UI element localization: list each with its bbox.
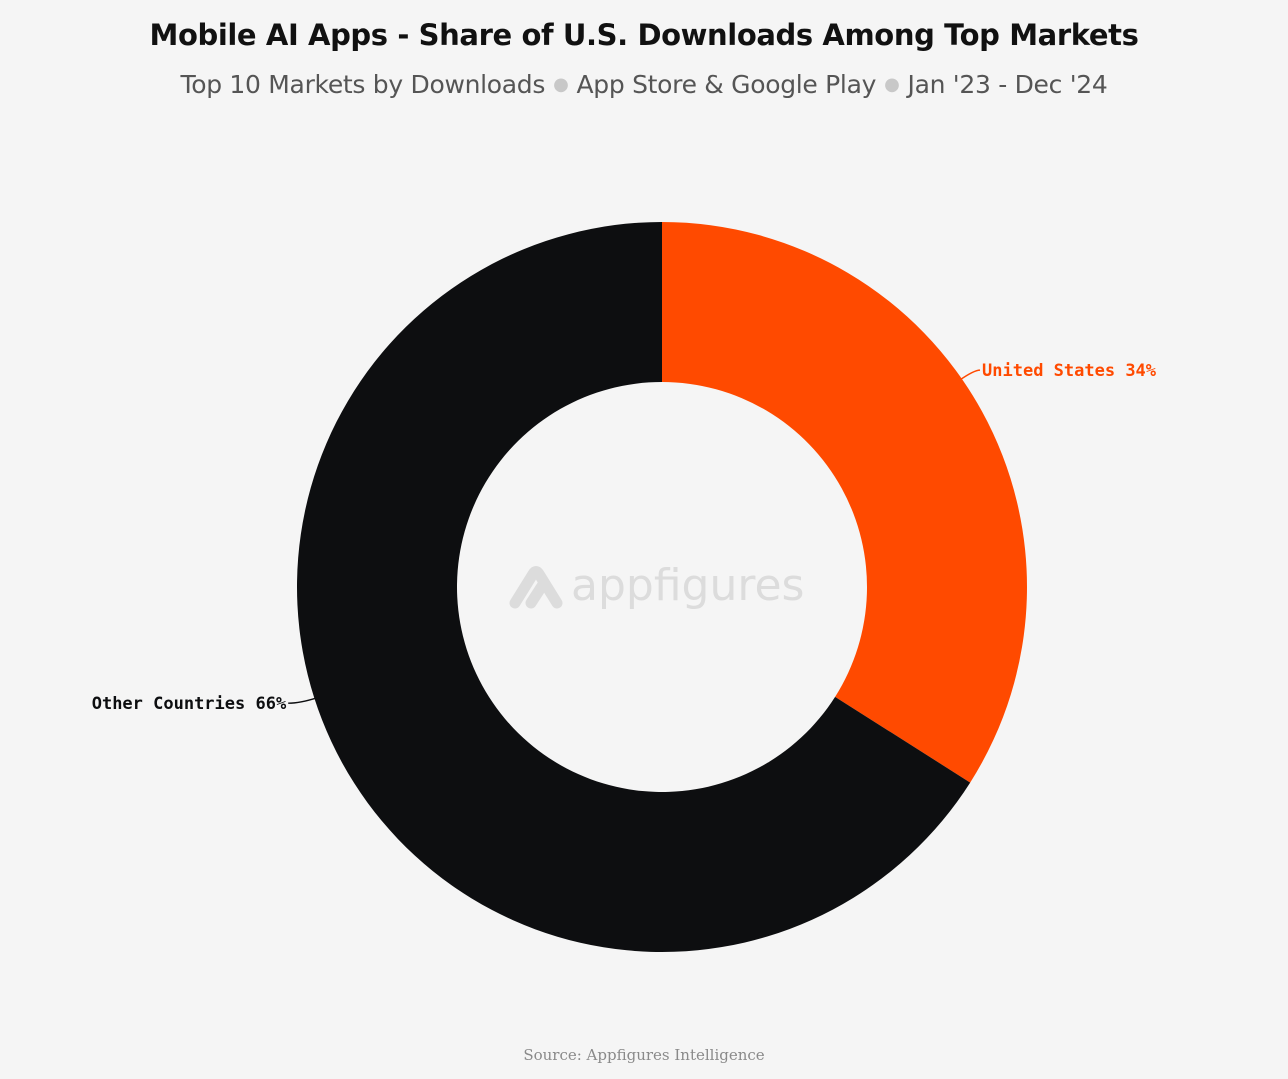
donut-slice-other-countries[interactable]: [297, 222, 971, 952]
chart-subtitle: Top 10 Markets by Downloads ● App Store & …: [0, 70, 1288, 99]
subtitle-stores: App Store & Google Play: [576, 70, 877, 99]
source-note: Source: Appfigures Intelligence: [523, 1046, 765, 1064]
slice-label-other-countries: Other Countries 66%: [92, 694, 287, 714]
chart-title: Mobile AI Apps - Share of U.S. Downloads…: [149, 18, 1139, 52]
watermark-text: appfigures: [571, 560, 804, 611]
subtitle-period: Jan '23 - Dec '24: [907, 70, 1108, 99]
slice-labels: United States 34% Other Countries 66%: [92, 361, 1157, 714]
subtitle-separator: ●: [884, 74, 900, 95]
slice-leader-line: [288, 696, 318, 704]
slice-label-united-states: United States 34%: [982, 361, 1157, 381]
watermark: appfigures: [509, 560, 804, 611]
appfigures-logo-icon: [509, 566, 563, 609]
donut-slices: [297, 222, 1028, 952]
subtitle-markets: Top 10 Markets by Downloads: [180, 70, 546, 99]
subtitle-separator: ●: [553, 74, 569, 95]
donut-slice-united-states[interactable]: [662, 222, 1028, 783]
slice-leader-line: [958, 369, 981, 381]
